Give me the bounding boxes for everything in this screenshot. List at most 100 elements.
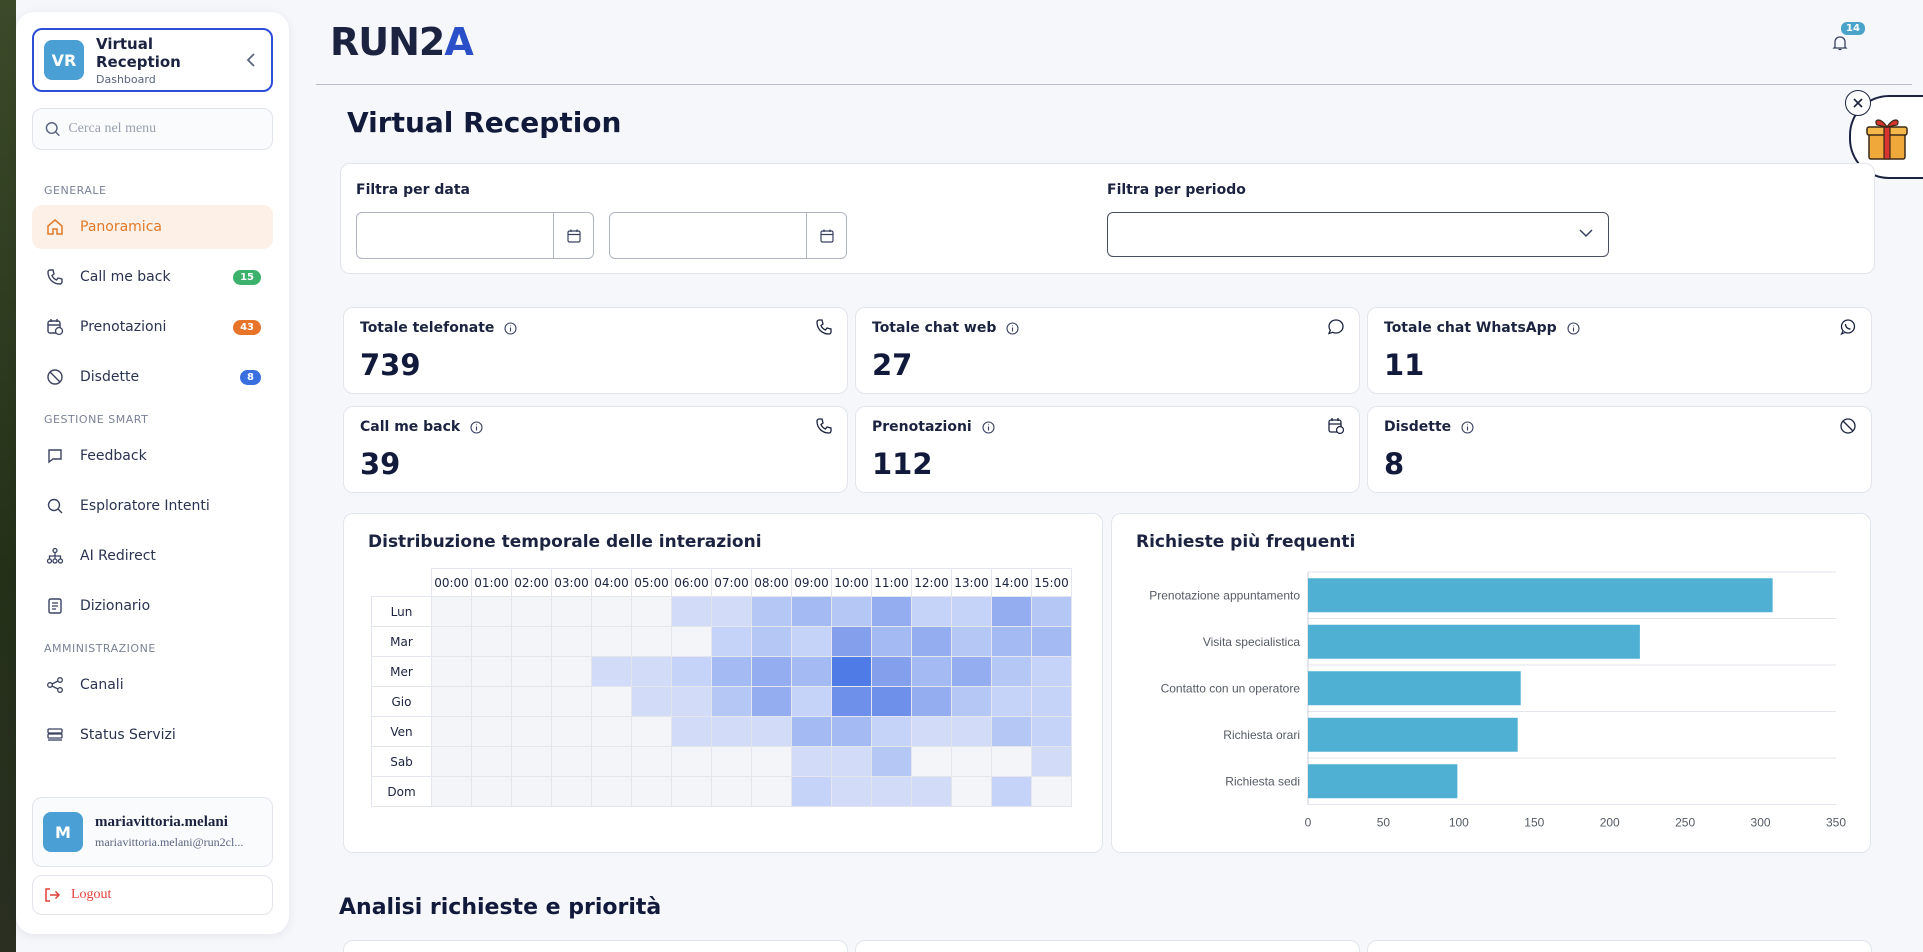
heatmap-cell[interactable] xyxy=(991,596,1032,627)
heatmap-cell[interactable] xyxy=(1031,596,1072,627)
sidebar-item-ai-redirect[interactable]: AI Redirect xyxy=(32,534,273,578)
run2ai-logo[interactable]: RUN2A xyxy=(330,20,474,64)
heatmap-cell[interactable] xyxy=(871,656,912,687)
heatmap-cell[interactable] xyxy=(1031,686,1072,717)
heatmap-cell[interactable] xyxy=(911,686,952,717)
bar[interactable] xyxy=(1308,578,1773,613)
heatmap-cell[interactable] xyxy=(951,746,992,777)
bar[interactable] xyxy=(1308,717,1518,752)
heatmap-cell[interactable] xyxy=(671,776,712,807)
heatmap-cell[interactable] xyxy=(671,656,712,687)
heatmap-cell[interactable] xyxy=(991,686,1032,717)
heatmap-cell[interactable] xyxy=(751,746,792,777)
heatmap-cell[interactable] xyxy=(711,716,752,747)
period-select[interactable] xyxy=(1107,212,1609,257)
heatmap-cell[interactable] xyxy=(511,746,552,777)
heatmap-cell[interactable] xyxy=(991,656,1032,687)
date-from-input[interactable] xyxy=(356,212,594,259)
sidebar-item-canali[interactable]: Canali xyxy=(32,663,273,707)
heatmap-cell[interactable] xyxy=(631,776,672,807)
heatmap-cell[interactable] xyxy=(591,746,632,777)
heatmap-cell[interactable] xyxy=(471,776,512,807)
heatmap-cell[interactable] xyxy=(711,686,752,717)
collapse-sidebar-button[interactable] xyxy=(241,50,261,70)
heatmap-cell[interactable] xyxy=(471,686,512,717)
sidebar-item-status-servizi[interactable]: Status Servizi xyxy=(32,713,273,757)
heatmap-cell[interactable] xyxy=(551,656,592,687)
heatmap-cell[interactable] xyxy=(911,596,952,627)
heatmap-cell[interactable] xyxy=(631,626,672,657)
heatmap-cell[interactable] xyxy=(591,596,632,627)
heatmap-cell[interactable] xyxy=(831,746,872,777)
heatmap-cell[interactable] xyxy=(1031,656,1072,687)
heatmap-cell[interactable] xyxy=(791,716,832,747)
info-icon[interactable] xyxy=(504,321,517,335)
info-icon[interactable] xyxy=(1461,420,1474,434)
heatmap-cell[interactable] xyxy=(671,596,712,627)
heatmap-cell[interactable] xyxy=(711,626,752,657)
heatmap-cell[interactable] xyxy=(751,716,792,747)
heatmap-cell[interactable] xyxy=(831,716,872,747)
heatmap-cell[interactable] xyxy=(471,746,512,777)
heatmap-cell[interactable] xyxy=(711,776,752,807)
heatmap-cell[interactable] xyxy=(711,746,752,777)
heatmap-cell[interactable] xyxy=(831,656,872,687)
heatmap-cell[interactable] xyxy=(471,596,512,627)
heatmap-cell[interactable] xyxy=(1031,626,1072,657)
heatmap-cell[interactable] xyxy=(871,686,912,717)
heatmap-cell[interactable] xyxy=(991,716,1032,747)
heatmap-cell[interactable] xyxy=(871,776,912,807)
heatmap-cell[interactable] xyxy=(511,686,552,717)
heatmap-cell[interactable] xyxy=(751,686,792,717)
heatmap-cell[interactable] xyxy=(791,596,832,627)
bar[interactable] xyxy=(1308,624,1640,659)
heatmap-cell[interactable] xyxy=(791,626,832,657)
sidebar-item-disdette[interactable]: Disdette 8 xyxy=(32,355,273,399)
heatmap-cell[interactable] xyxy=(751,596,792,627)
sidebar-item-prenotazioni[interactable]: Prenotazioni 43 xyxy=(32,305,273,349)
heatmap-cell[interactable] xyxy=(591,716,632,747)
heatmap-cell[interactable] xyxy=(791,776,832,807)
heatmap-cell[interactable] xyxy=(951,596,992,627)
logout-button[interactable]: Logout xyxy=(32,875,273,915)
heatmap-cell[interactable] xyxy=(951,626,992,657)
brand-card[interactable]: VR Virtual Reception Dashboard xyxy=(32,28,273,92)
sidebar-item-feedback[interactable]: Feedback xyxy=(32,434,273,478)
heatmap-cell[interactable] xyxy=(791,746,832,777)
heatmap-cell[interactable] xyxy=(431,776,472,807)
heatmap-cell[interactable] xyxy=(911,716,952,747)
heatmap-cell[interactable] xyxy=(711,596,752,627)
heatmap-cell[interactable] xyxy=(711,656,752,687)
heatmap-cell[interactable] xyxy=(431,746,472,777)
heatmap-cell[interactable] xyxy=(671,746,712,777)
heatmap-cell[interactable] xyxy=(631,746,672,777)
sidebar-item-dizionario[interactable]: Dizionario xyxy=(32,584,273,628)
date-to-input[interactable] xyxy=(609,212,847,259)
date-from-calendar-button[interactable] xyxy=(553,213,593,258)
heatmap-cell[interactable] xyxy=(671,626,712,657)
heatmap-cell[interactable] xyxy=(511,596,552,627)
heatmap-cell[interactable] xyxy=(511,626,552,657)
heatmap-cell[interactable] xyxy=(751,776,792,807)
info-icon[interactable] xyxy=(470,420,483,434)
heatmap-cell[interactable] xyxy=(551,776,592,807)
heatmap-cell[interactable] xyxy=(511,716,552,747)
heatmap-cell[interactable] xyxy=(831,686,872,717)
heatmap-cell[interactable] xyxy=(551,716,592,747)
heatmap-cell[interactable] xyxy=(551,686,592,717)
info-icon[interactable] xyxy=(1006,321,1019,335)
info-icon[interactable] xyxy=(982,420,995,434)
heatmap-cell[interactable] xyxy=(631,656,672,687)
heatmap-cell[interactable] xyxy=(591,656,632,687)
heatmap-cell[interactable] xyxy=(511,656,552,687)
heatmap-cell[interactable] xyxy=(871,746,912,777)
menu-search[interactable] xyxy=(32,108,273,150)
heatmap-cell[interactable] xyxy=(631,596,672,627)
heatmap-cell[interactable] xyxy=(791,686,832,717)
sidebar-item-panoramica[interactable]: Panoramica xyxy=(32,205,273,249)
heatmap-cell[interactable] xyxy=(551,596,592,627)
date-to-calendar-button[interactable] xyxy=(806,213,846,258)
gift-close-button[interactable] xyxy=(1845,90,1871,116)
heatmap-cell[interactable] xyxy=(991,746,1032,777)
heatmap-cell[interactable] xyxy=(871,716,912,747)
